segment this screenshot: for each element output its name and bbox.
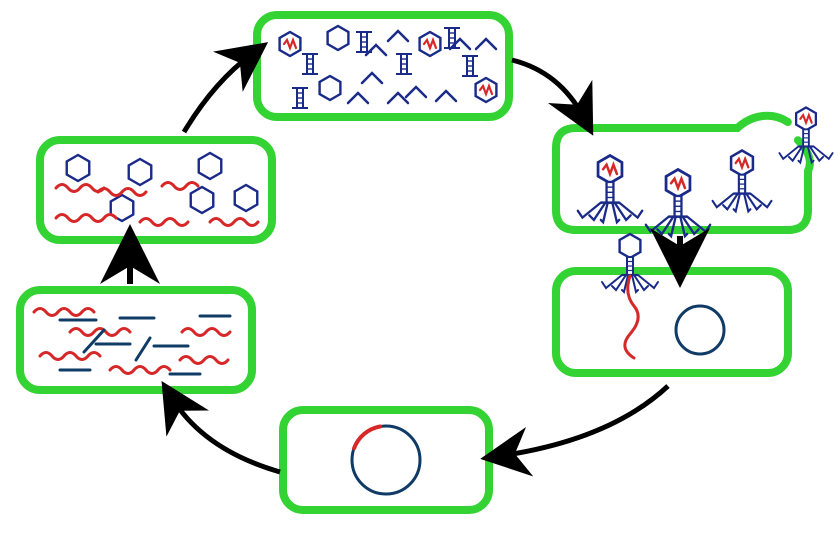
capsid-hexagon-icon	[320, 76, 341, 100]
cycle-arrow	[500, 386, 668, 456]
lytic-cycle-diagram	[0, 0, 838, 541]
capsid-hexagon-icon	[666, 170, 690, 198]
bacterium-cell	[556, 271, 788, 373]
cycle-arrow	[512, 60, 584, 118]
cycle-arrow	[172, 398, 280, 472]
capsid-hexagon-icon	[420, 32, 441, 56]
cycle-arrow	[184, 54, 252, 132]
capsid-hexagon-icon	[328, 26, 349, 50]
capsid-hexagon-icon	[280, 32, 301, 56]
capsid-hexagon-icon	[476, 78, 497, 102]
bacterium-cell	[20, 290, 252, 390]
capsid-hexagon-icon	[731, 151, 753, 176]
capsid-hexagon-icon	[620, 234, 641, 258]
capsid-hexagon-icon	[796, 108, 816, 131]
capsid-hexagon-icon	[598, 156, 622, 184]
